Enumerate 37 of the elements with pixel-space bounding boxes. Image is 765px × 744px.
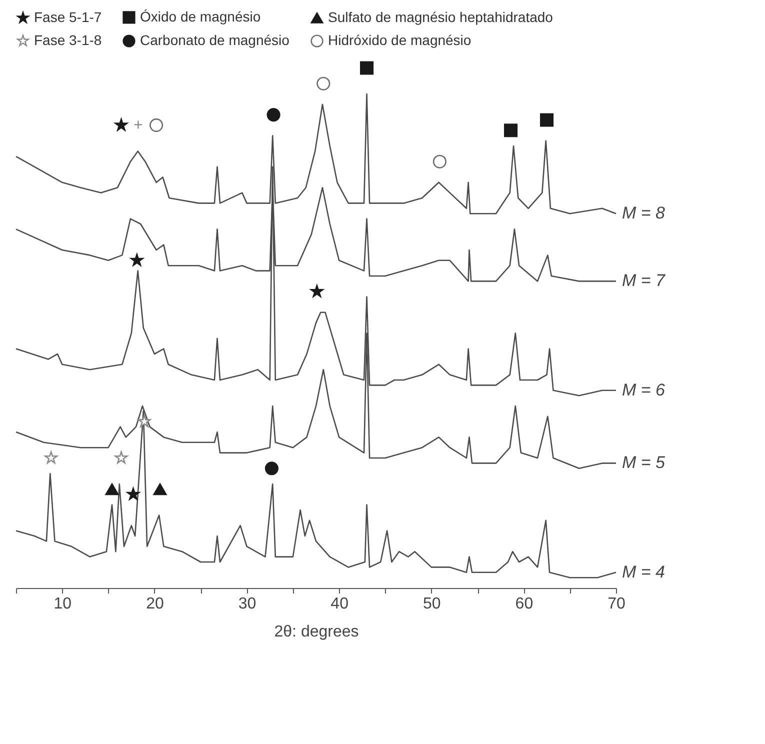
point xyxy=(126,488,140,500)
legend-label: Fase 3-1-8 xyxy=(34,32,102,48)
x-tick-label: 20 xyxy=(146,596,164,612)
legend-label: Fase 5-1-7 xyxy=(34,8,102,25)
series-label: M = 7 xyxy=(622,271,666,290)
x-tick-label: 10 xyxy=(54,596,72,612)
point xyxy=(114,118,128,131)
x-tick-label: 40 xyxy=(330,596,349,612)
point xyxy=(130,254,144,266)
point xyxy=(360,61,374,75)
x-tick-label: 70 xyxy=(608,596,626,612)
series-label: M = 8 xyxy=(622,204,666,223)
point xyxy=(114,451,128,464)
x-axis-title: 2θ: degrees xyxy=(274,624,359,640)
legend-label: Sulfato de magnésio heptahidratado xyxy=(328,8,554,25)
point xyxy=(310,284,324,298)
point xyxy=(316,76,330,90)
legend-label: Carbonato de magnésio xyxy=(140,32,290,48)
x-tick-label: 60 xyxy=(515,596,534,612)
annotation: + xyxy=(134,117,143,134)
series-label: M = 5 xyxy=(622,453,666,472)
legend-label: Hidróxido de magnésio xyxy=(328,32,472,48)
x-tick-label: 30 xyxy=(238,596,256,612)
point xyxy=(105,483,119,496)
point xyxy=(432,154,446,168)
point xyxy=(540,113,554,127)
x-tick-label: 50 xyxy=(422,596,441,612)
point xyxy=(150,118,164,132)
point xyxy=(264,462,278,476)
point xyxy=(266,108,280,122)
legend-label: Óxido de magnésio xyxy=(140,8,261,24)
series-label: M = 4 xyxy=(622,562,665,582)
point xyxy=(44,451,58,464)
point xyxy=(504,124,518,138)
point xyxy=(153,483,167,496)
point xyxy=(138,414,151,428)
series-label: M = 6 xyxy=(622,380,666,400)
